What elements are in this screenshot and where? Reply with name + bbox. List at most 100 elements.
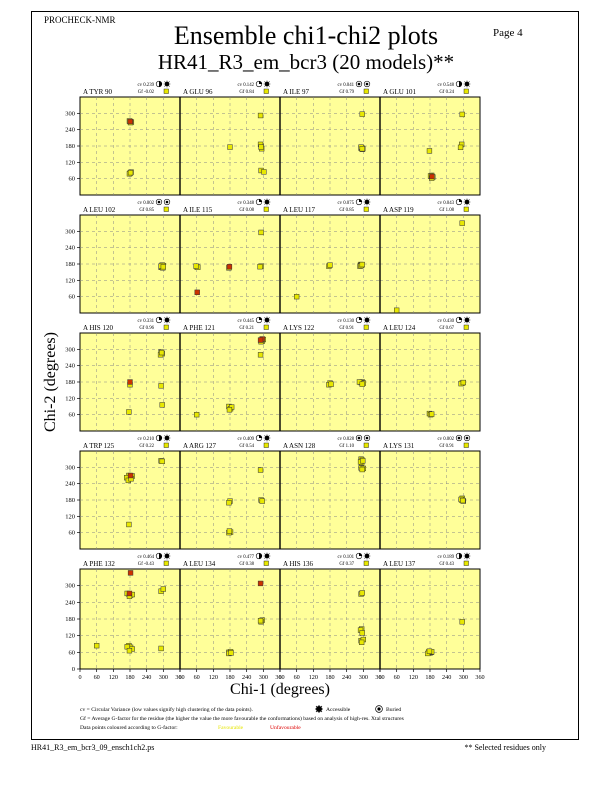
panel-a-lys-131: A LYS 131 cv 0.002 Gf 0.91 xyxy=(379,434,480,549)
accessible-icon xyxy=(163,552,171,560)
data-point xyxy=(457,144,464,151)
residue-label: A ILE 97 xyxy=(283,88,310,96)
gf-colour-box xyxy=(263,206,269,212)
accessible-icon xyxy=(263,552,271,560)
residue-label: A ARG 127 xyxy=(183,442,217,450)
x-tick-label: 240 xyxy=(342,674,351,681)
accessible-icon xyxy=(363,316,371,324)
y-tick-label: 300 xyxy=(65,228,75,235)
data-point xyxy=(328,381,334,387)
legend-gf-text: Gf = Average G-factor for the residue (t… xyxy=(80,715,404,722)
gf-colour-box xyxy=(363,324,369,330)
cv-label: cv 0.430 xyxy=(437,319,454,324)
gf-label: Gf 0.54 xyxy=(239,444,254,449)
data-point xyxy=(359,146,365,152)
legend-unfavourable: Unfavourable xyxy=(270,724,301,731)
data-point xyxy=(193,263,199,269)
data-point xyxy=(294,294,300,300)
cv-label: cv 0.101 xyxy=(337,555,354,560)
gf-colour-box xyxy=(263,324,269,330)
cv-label: cv 0.002 xyxy=(437,437,454,442)
y-tick-label: 240 xyxy=(65,363,75,370)
x-axis-label: Chi-1 (degrees) xyxy=(230,681,330,698)
gf-label: Gf 0.85 xyxy=(339,208,354,213)
gf-label: Gf 0.84 xyxy=(239,90,254,95)
x-tick-label: 180 xyxy=(325,674,334,681)
gf-label: Gf -0.02 xyxy=(138,90,155,95)
data-point xyxy=(126,648,133,654)
legend-cv-text: cv = Circular Variance (low values signi… xyxy=(80,706,253,713)
x-tick-label: 360 xyxy=(175,674,184,681)
accessibility-pie-icon xyxy=(255,316,263,324)
cv-label: cv 0.210 xyxy=(137,437,154,442)
residue-label: A HIS 120 xyxy=(83,324,113,332)
y-tick-label: 180 xyxy=(65,143,75,150)
gf-colour-box xyxy=(363,88,369,94)
gf-colour-box xyxy=(263,560,269,566)
data-point xyxy=(394,307,400,313)
x-tick-label: 180 xyxy=(125,674,134,681)
x-tick-label: 120 xyxy=(309,674,318,681)
accessible-icon xyxy=(363,552,371,560)
x-tick-label: 0 xyxy=(78,674,81,681)
x-tick-label: 240 xyxy=(142,674,151,681)
gf-label: Gf -0.43 xyxy=(138,562,155,567)
gf-label: Gf 0.79 xyxy=(339,90,354,95)
panel-a-arg-127: A ARG 127 cv 0.409 Gf 0.54 xyxy=(179,434,280,549)
x-tick-label: 240 xyxy=(442,674,451,681)
gf-label: Gf 0.91 xyxy=(339,326,354,331)
panel-a-leu-102: A LEU 102 cv 0.002 Gf 0.85 xyxy=(80,198,180,313)
residue-label: A ILE 115 xyxy=(183,206,213,214)
accessibility-pie-icon xyxy=(455,198,463,206)
residue-label: A PHE 121 xyxy=(183,324,215,332)
cv-label: cv 0.075 xyxy=(337,201,354,206)
gf-label: Gf 0.24 xyxy=(439,90,454,95)
residue-label: A LEU 102 xyxy=(83,206,116,214)
x-tick-label: 60 xyxy=(194,674,200,681)
accessibility-pie-icon xyxy=(455,552,463,560)
data-point xyxy=(158,645,164,652)
x-tick-label: 120 xyxy=(409,674,418,681)
x-tick-label: 240 xyxy=(242,674,251,681)
y-tick-label: 60 xyxy=(69,412,76,419)
data-point xyxy=(226,528,233,534)
buried-icon xyxy=(463,434,471,442)
x-tick-label: 0 xyxy=(178,674,181,681)
page-subtitle: HR41_R3_em_bcr3 (20 models)** xyxy=(157,50,455,74)
data-point xyxy=(459,111,465,118)
gf-colour-box xyxy=(263,442,269,448)
data-point xyxy=(459,220,465,226)
data-point-unfavourable xyxy=(257,580,264,587)
panel-a-ile-97: A ILE 97 cv 0.041 Gf 0.79 xyxy=(279,80,380,195)
y-tick-label: 240 xyxy=(65,599,75,606)
gf-colour-box xyxy=(463,88,469,94)
accessible-icon xyxy=(263,80,271,88)
residue-label: A LYS 131 xyxy=(383,442,415,450)
panel-a-asp-119: A ASP 119 cv 0.043 Gf 1.08 xyxy=(379,198,480,313)
cv-label: cv 0.548 xyxy=(437,83,454,88)
x-tick-label: 300 xyxy=(459,674,468,681)
data-point xyxy=(359,630,365,636)
y-tick-label: 300 xyxy=(65,464,75,471)
y-tick-label: 60 xyxy=(69,530,76,537)
data-point-unfavourable xyxy=(194,289,200,295)
accessible-icon xyxy=(163,80,171,88)
accessibility-pie-icon xyxy=(355,80,363,88)
gf-label: Gf 0.67 xyxy=(439,326,454,331)
accessibility-pie-icon xyxy=(355,434,363,442)
y-tick-label: 240 xyxy=(65,245,75,252)
data-point-unfavourable xyxy=(127,472,134,479)
gf-label: Gf 1.10 xyxy=(339,444,354,449)
data-point xyxy=(159,402,165,408)
data-point xyxy=(257,112,264,119)
residue-label: A ASP 119 xyxy=(383,206,414,214)
x-tick-label: 300 xyxy=(259,674,268,681)
residue-label: A LEU 124 xyxy=(383,324,416,332)
cv-label: cv 0.331 xyxy=(137,319,154,324)
data-point xyxy=(127,170,134,176)
data-point xyxy=(160,586,166,592)
y-tick-label: 60 xyxy=(69,649,76,656)
panel-a-leu-137: A LEU 137 cv 0.189 Gf 0.43 xyxy=(379,552,480,669)
buried-icon xyxy=(363,434,371,442)
y-tick-label: 60 xyxy=(69,176,76,183)
